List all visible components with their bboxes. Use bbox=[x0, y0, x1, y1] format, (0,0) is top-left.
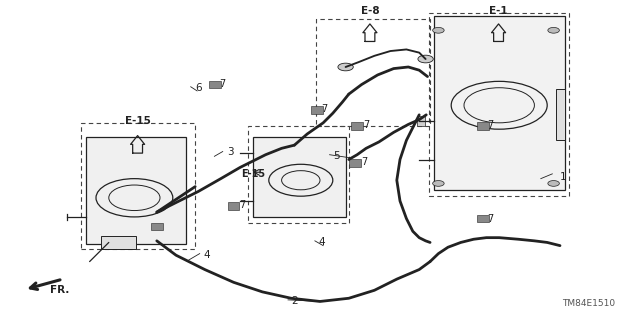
Text: 7: 7 bbox=[488, 120, 494, 130]
Bar bbox=[248, 126, 349, 223]
Text: 6: 6 bbox=[195, 83, 202, 93]
Text: 1: 1 bbox=[560, 172, 566, 182]
Text: 7: 7 bbox=[361, 157, 367, 167]
Circle shape bbox=[433, 181, 444, 186]
Circle shape bbox=[418, 55, 433, 63]
Text: E-1: E-1 bbox=[489, 6, 508, 16]
Circle shape bbox=[548, 27, 559, 33]
Text: E-8: E-8 bbox=[360, 6, 380, 16]
Circle shape bbox=[338, 63, 353, 71]
Bar bbox=[417, 116, 425, 126]
Text: 4: 4 bbox=[204, 250, 210, 260]
Text: 7: 7 bbox=[220, 78, 226, 89]
Bar bbox=[429, 13, 569, 196]
Bar bbox=[101, 236, 136, 249]
Bar bbox=[349, 159, 361, 167]
Text: 7: 7 bbox=[363, 120, 369, 130]
Bar bbox=[311, 106, 323, 114]
Bar bbox=[151, 223, 163, 230]
Bar bbox=[209, 81, 221, 88]
Text: 7: 7 bbox=[488, 213, 494, 224]
Bar bbox=[434, 16, 565, 190]
Text: 5: 5 bbox=[333, 151, 339, 161]
Bar bbox=[351, 122, 363, 130]
Text: 7: 7 bbox=[239, 200, 245, 210]
Text: 2: 2 bbox=[291, 296, 298, 307]
Bar bbox=[86, 137, 186, 244]
Text: E-15: E-15 bbox=[125, 116, 150, 126]
Bar bbox=[253, 137, 346, 217]
Bar bbox=[477, 215, 489, 222]
Bar bbox=[316, 19, 430, 126]
Text: E-15: E-15 bbox=[241, 169, 266, 179]
Circle shape bbox=[433, 27, 444, 33]
Bar bbox=[477, 122, 489, 130]
Text: TM84E1510: TM84E1510 bbox=[562, 299, 616, 308]
Text: FR.: FR. bbox=[50, 285, 69, 295]
Bar bbox=[228, 202, 239, 210]
Bar bbox=[556, 89, 565, 140]
Text: 7: 7 bbox=[321, 104, 328, 114]
Text: 3: 3 bbox=[227, 147, 234, 158]
Bar bbox=[81, 123, 195, 249]
Circle shape bbox=[548, 181, 559, 186]
Text: 4: 4 bbox=[319, 237, 325, 248]
